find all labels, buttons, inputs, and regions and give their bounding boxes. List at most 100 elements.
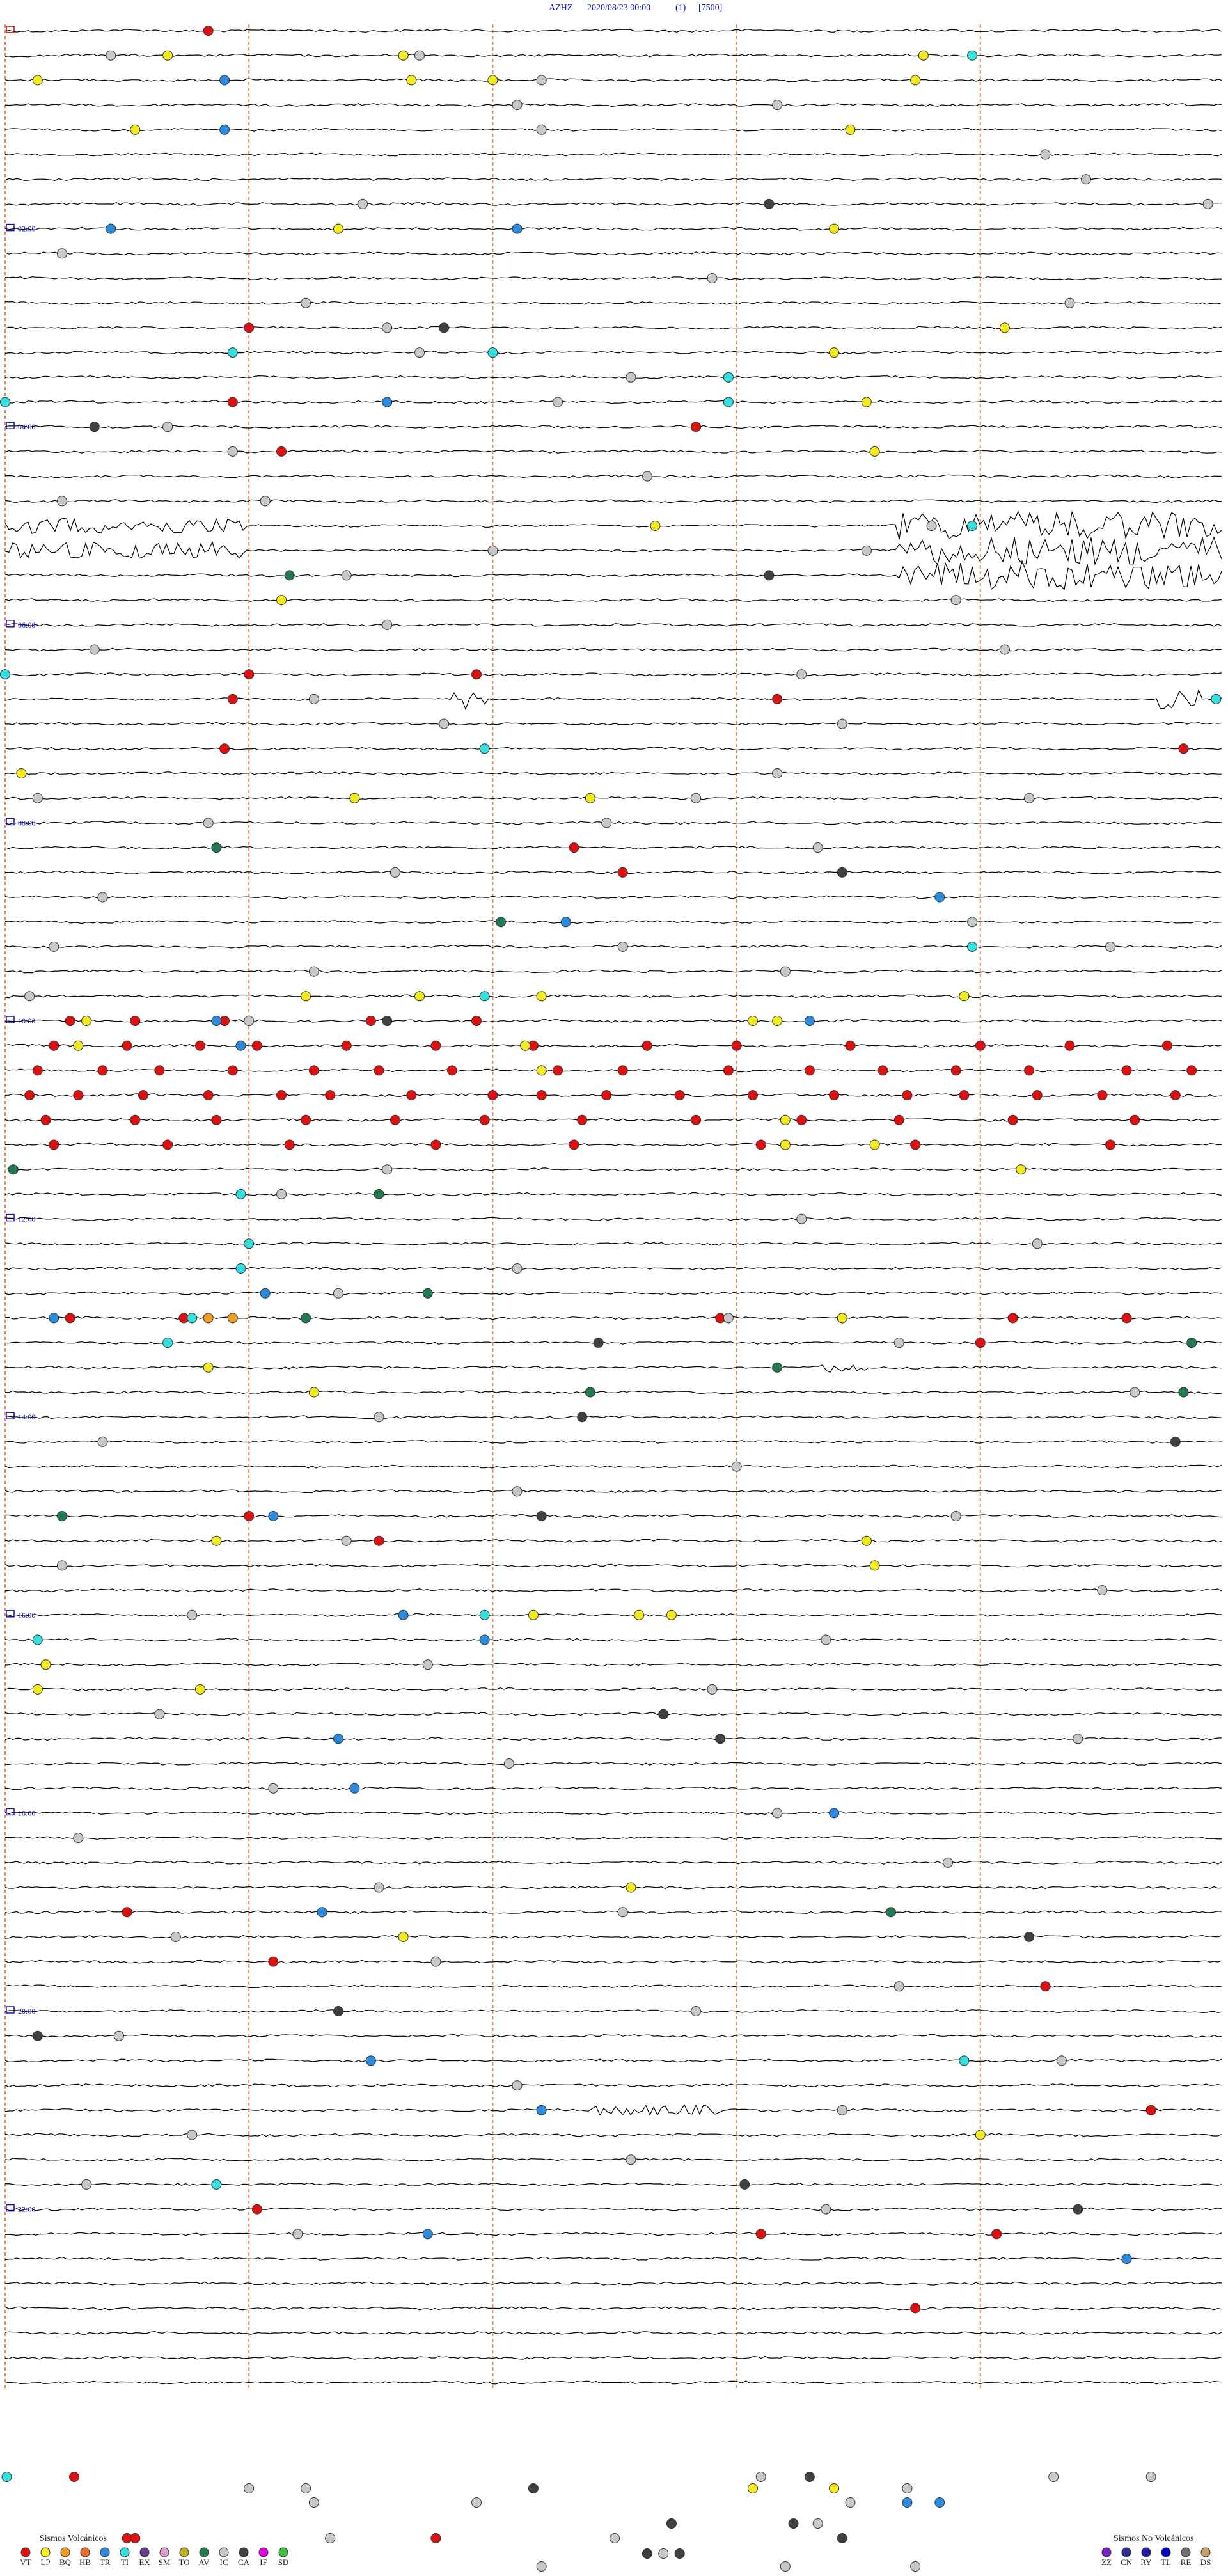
event-tr (422, 2229, 433, 2240)
event-ic (845, 2497, 856, 2508)
event-lp (81, 1016, 92, 1026)
event-ic (227, 446, 238, 457)
trace-line (4, 1712, 1222, 1716)
event-ic (97, 892, 108, 903)
event-vt (268, 1956, 279, 1967)
event-ti (723, 397, 734, 407)
event-lp (40, 1659, 51, 1670)
event-ic (1105, 941, 1116, 952)
event-vt (553, 1065, 563, 1076)
trace-line (4, 276, 1222, 281)
event-lp (959, 991, 970, 1002)
event-av (374, 1189, 384, 1199)
event-ic (382, 322, 393, 333)
event-vt (536, 1090, 547, 1101)
event-vt (130, 2533, 141, 2543)
event-vt (446, 1065, 457, 1076)
event-ic (642, 471, 652, 482)
event-vt (991, 2229, 1002, 2240)
hour-marker (6, 422, 15, 429)
event-ca (593, 1338, 604, 1348)
event-vt (122, 1040, 132, 1051)
legend-non-volcanic-swatch (1181, 2547, 1191, 2557)
event-lp (194, 1684, 205, 1695)
event-ti (487, 347, 498, 358)
event-ic (658, 2548, 669, 2559)
event-vt (138, 1090, 149, 1101)
event-vt (601, 1090, 612, 1101)
event-vt (1040, 1981, 1051, 1992)
event-lp (772, 1016, 783, 1026)
event-ic (113, 2030, 124, 2041)
event-vt (471, 669, 482, 680)
event-tr (398, 1609, 409, 1620)
trace-line (4, 2281, 1222, 2286)
event-vt (341, 1040, 352, 1051)
event-vt (244, 322, 255, 333)
event-lp (276, 595, 287, 606)
trace-line (4, 1118, 1222, 1122)
event-vt (691, 422, 702, 432)
trace-line (4, 1613, 1222, 1617)
event-ca (382, 1016, 393, 1026)
event-vt (244, 1511, 255, 1521)
event-vt (748, 1090, 759, 1101)
event-ic (1097, 1585, 1108, 1596)
trace-line (4, 1266, 1222, 1271)
trace-line (4, 2104, 1222, 2116)
event-tr (804, 1016, 815, 1026)
event-lp (73, 1040, 84, 1051)
event-ic (325, 2533, 336, 2543)
hour-marker (6, 1808, 15, 1816)
event-bq (203, 1313, 214, 1324)
event-ic (471, 2497, 482, 2508)
trace-line (4, 152, 1222, 157)
event-tr (333, 1734, 343, 1744)
event-vt (244, 669, 255, 680)
event-vt (975, 1040, 986, 1051)
time-labels: 02:00 04:00 06:00 08:00 10:00 12:00 14:00 16:00… (18, 225, 35, 2214)
event-ic (1145, 2472, 1156, 2482)
event-lp (869, 446, 880, 457)
event-ic (731, 1461, 742, 1472)
event-vt (1162, 1040, 1173, 1051)
trace-line (4, 1068, 1222, 1073)
legend-volcanic-code: SM (159, 2557, 171, 2567)
trace-line (4, 2133, 1222, 2137)
event-vt (723, 1065, 734, 1076)
trace-line (4, 689, 1222, 711)
legend-non-volcanic-code: TL (1161, 2557, 1171, 2567)
event-vt (406, 1090, 417, 1101)
legend-volcanic-code: SD (278, 2557, 289, 2567)
event-ca (739, 2179, 750, 2190)
trace-line (4, 1242, 1222, 1246)
event-vt (642, 1040, 652, 1051)
event-tr (349, 1783, 360, 1794)
event-ic (301, 297, 311, 308)
time-label: 16:00 (18, 1611, 35, 1620)
event-markers (0, 26, 1222, 2314)
trace-line (4, 400, 1222, 404)
event-vt (471, 1016, 482, 1026)
trace-line (4, 598, 1222, 603)
event-ic (512, 1263, 523, 1274)
legend-volcanic-swatch (278, 2547, 288, 2557)
trace-line (4, 1192, 1222, 1196)
event-ic (187, 1609, 198, 1620)
event-av (1178, 1387, 1189, 1398)
event-ic (374, 1882, 384, 1893)
trace-line (4, 2009, 1222, 2014)
event-ic (106, 50, 116, 61)
event-vt (731, 1040, 742, 1051)
trace-line (4, 1762, 1222, 1766)
event-lp (528, 1609, 539, 1620)
legend-volcanic-code: TO (178, 2557, 189, 2567)
hour-marker (6, 818, 15, 826)
event-vt (301, 1114, 311, 1125)
trace-line (4, 536, 1222, 566)
legend-volcanic-code: TI (121, 2557, 129, 2567)
event-lp (748, 1016, 759, 1026)
event-lp (203, 1362, 214, 1373)
event-ic (1024, 793, 1035, 803)
